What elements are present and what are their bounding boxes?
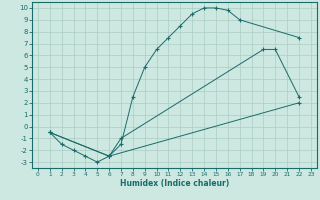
X-axis label: Humidex (Indice chaleur): Humidex (Indice chaleur) <box>120 179 229 188</box>
